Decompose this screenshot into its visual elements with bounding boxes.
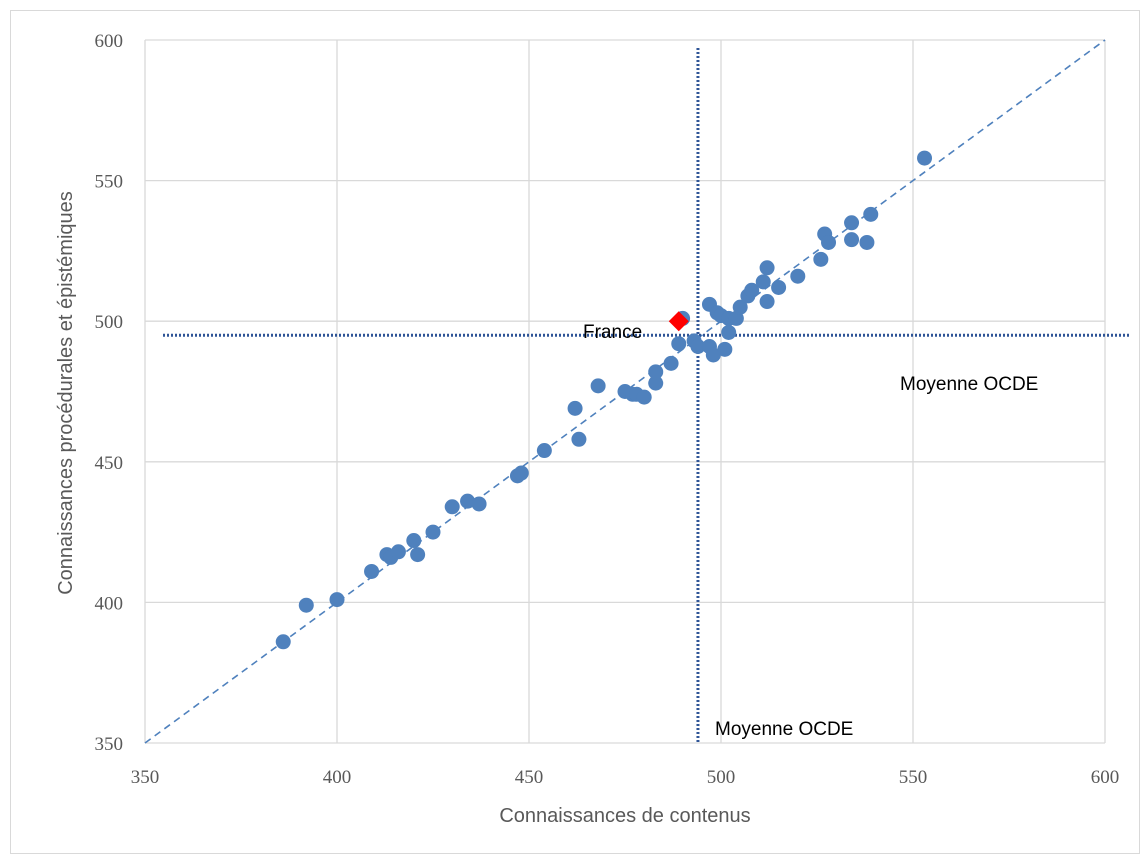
- data-point: [425, 524, 441, 540]
- data-point: [859, 234, 875, 250]
- data-point: [821, 234, 837, 250]
- y-tick-label: 600: [95, 31, 124, 52]
- data-point: [364, 563, 380, 579]
- data-point: [571, 431, 587, 447]
- data-point: [813, 251, 829, 267]
- data-point: [844, 215, 860, 231]
- y-tick-label: 500: [95, 312, 124, 333]
- data-point: [732, 299, 748, 315]
- axis-labels: Connaissances de contenus Connaissances …: [55, 191, 1038, 827]
- y-tick-label: 450: [95, 453, 124, 474]
- data-point: [329, 592, 345, 608]
- data-point: [298, 597, 314, 613]
- y-axis-title: Connaissances procédurales et épistémiqu…: [55, 191, 77, 595]
- x-tick-label: 500: [707, 767, 736, 788]
- oecd-mean-horizontal-label: Moyenne OCDE: [900, 374, 1038, 395]
- y-tick-label: 550: [95, 172, 124, 193]
- data-point: [755, 274, 771, 290]
- data-point: [536, 443, 552, 459]
- y-tick-label: 400: [95, 593, 124, 614]
- data-point: [590, 378, 606, 394]
- data-point: [759, 260, 775, 276]
- data-point: [567, 400, 583, 416]
- data-point: [717, 341, 733, 357]
- x-tick-label: 550: [899, 767, 928, 788]
- oecd-mean-vertical-label: Moyenne OCDE: [715, 719, 853, 740]
- data-point: [410, 547, 426, 563]
- x-tick-label: 400: [323, 767, 352, 788]
- data-point: [744, 282, 760, 298]
- x-tick-label: 450: [515, 767, 544, 788]
- data-point: [844, 232, 860, 248]
- data-point: [690, 339, 706, 355]
- data-point: [648, 375, 664, 391]
- data-point: [663, 355, 679, 371]
- data-point: [721, 324, 737, 340]
- france-marker: [668, 311, 689, 332]
- chart-frame: [10, 10, 1140, 854]
- oecd-mean-lines: [163, 48, 1130, 743]
- data-point: [759, 294, 775, 310]
- grid-lines: [144, 39, 1106, 744]
- data-point: [406, 533, 422, 549]
- data-points: [275, 150, 933, 650]
- data-point: [917, 150, 933, 166]
- data-point: [671, 336, 687, 352]
- data-point: [471, 496, 487, 512]
- data-point: [863, 206, 879, 222]
- france-label: France: [583, 322, 642, 343]
- x-tick-label: 350: [131, 767, 160, 788]
- data-point: [513, 465, 529, 481]
- data-point: [705, 347, 721, 363]
- data-point: [460, 493, 476, 509]
- data-point: [771, 279, 787, 295]
- data-point: [790, 268, 806, 284]
- data-point: [390, 544, 406, 560]
- data-point: [636, 389, 652, 405]
- data-point: [275, 634, 291, 650]
- data-point: [648, 364, 664, 380]
- france-highlight: [668, 311, 689, 332]
- tick-labels: 350 400 450 500 550 600 350 400 450 500 550 600: [95, 31, 1120, 788]
- data-point: [444, 499, 460, 515]
- x-tick-label: 600: [1091, 767, 1120, 788]
- y-tick-label: 350: [95, 734, 124, 755]
- x-axis-title: Connaissances de contenus: [499, 805, 750, 827]
